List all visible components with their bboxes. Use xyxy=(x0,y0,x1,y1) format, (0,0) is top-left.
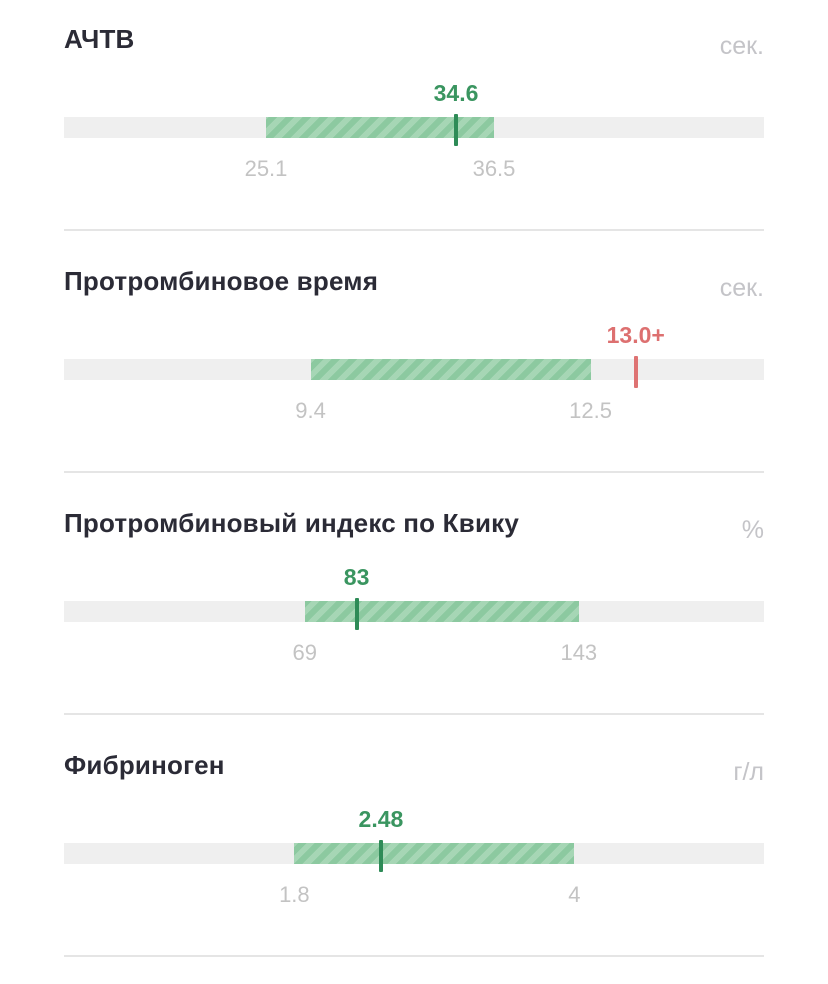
reference-high-label: 12.5 xyxy=(569,398,612,423)
value-marker xyxy=(354,598,359,630)
reference-high-label: 4 xyxy=(568,882,581,907)
reference-high-label: 143 xyxy=(560,640,598,665)
reference-low-label: 69 xyxy=(292,640,317,665)
reference-range-bar xyxy=(266,117,494,138)
reference-low-label: 1.8 xyxy=(279,882,310,907)
test-title: Фибриноген xyxy=(64,750,225,780)
test-unit: % xyxy=(741,516,764,544)
value-marker xyxy=(454,114,458,146)
test-unit: сек. xyxy=(719,274,764,302)
test-card-fibrinogen: Фибриноген г/л 2.48 1.8 4 xyxy=(64,736,764,978)
section-divider xyxy=(64,471,764,473)
reference-high-label: 36.5 xyxy=(472,156,516,181)
section-divider xyxy=(64,713,764,715)
result-value: 34.6 xyxy=(433,80,479,106)
section-divider xyxy=(64,955,764,957)
test-unit: г/л xyxy=(733,758,764,786)
reference-low-label: 25.1 xyxy=(244,156,288,181)
test-card-prothrombin-time: Протромбиновое время сек. 13.0+ 9.4 12.5 xyxy=(64,252,764,494)
test-title: Протромбиновое время xyxy=(64,266,379,296)
reference-range-bar xyxy=(304,601,579,622)
result-value: 2.48 xyxy=(358,806,404,832)
result-value: 13.0+ xyxy=(606,322,665,348)
section-divider xyxy=(64,229,764,231)
test-title: Протромбиновый индекс по Квику xyxy=(64,508,519,538)
test-card-aptt: АЧТВ сек. 34.6 25.1 36.5 xyxy=(64,10,764,252)
reference-track xyxy=(64,843,764,864)
reference-track xyxy=(64,601,764,622)
reference-range-bar xyxy=(310,359,591,380)
value-marker xyxy=(633,356,638,388)
value-marker xyxy=(378,840,383,872)
test-card-quick-index: Протромбиновый индекс по Квику % 83 69 1… xyxy=(64,494,764,736)
test-title: АЧТВ xyxy=(64,24,135,54)
reference-range-bar xyxy=(294,843,575,864)
reference-track xyxy=(64,117,764,138)
test-unit: сек. xyxy=(719,32,764,60)
reference-track xyxy=(64,359,764,380)
result-value: 83 xyxy=(343,564,370,590)
reference-low-label: 9.4 xyxy=(295,398,326,423)
